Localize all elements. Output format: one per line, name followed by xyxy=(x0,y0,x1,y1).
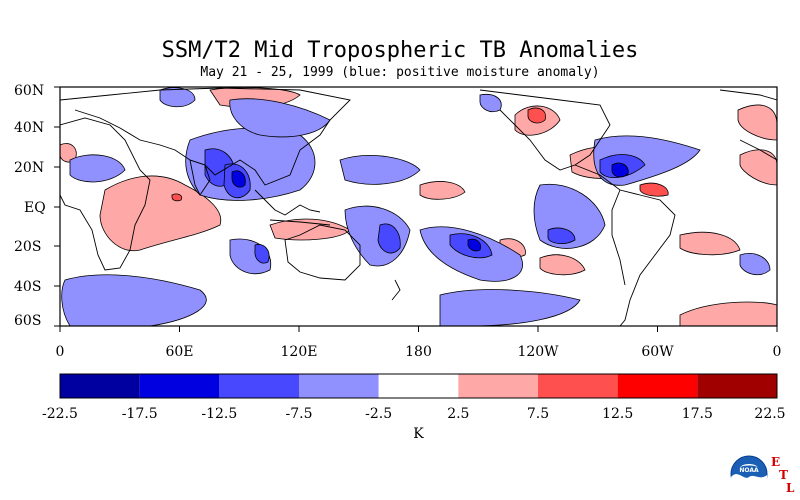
colorbar-tick-label: 2.5 xyxy=(447,406,469,422)
anomaly-field xyxy=(60,87,777,326)
colorbar-tick-label: -12.5 xyxy=(201,406,237,422)
noaa-logo-text: NOAA xyxy=(739,467,759,474)
colorbar-tick-label: 7.5 xyxy=(527,406,549,422)
lat-label-40s: 40S xyxy=(14,279,41,295)
colorbar-tick-label: -2.5 xyxy=(365,406,392,422)
colorbar-swatch xyxy=(378,374,459,398)
map-title: SSM/T2 Mid Tropospheric TB Anomalies xyxy=(161,38,639,63)
colorbar-tick-label: -7.5 xyxy=(286,406,313,422)
lon-label-0-east: 0 xyxy=(773,344,782,360)
etl-letter-e: E xyxy=(771,455,781,469)
etl-letter-t: T xyxy=(779,468,788,482)
lon-label-120e: 120E xyxy=(281,344,318,360)
colorbar-swatch xyxy=(458,374,538,398)
lon-label-180: 180 xyxy=(405,344,432,360)
colorbar-swatch xyxy=(697,374,777,398)
latitude-axis: 60N 40N 20N EQ 20S 40S 60S xyxy=(14,83,60,329)
lon-label-60w: 60W xyxy=(641,344,674,360)
colorbar-tick-label: 22.5 xyxy=(754,406,785,422)
lat-label-eq: EQ xyxy=(24,200,46,216)
lat-label-40n: 40N xyxy=(14,120,44,136)
lat-label-20s: 20S xyxy=(14,239,41,255)
colorbar-tick-label: -17.5 xyxy=(122,406,158,422)
colorbar-swatch xyxy=(139,374,220,398)
lon-label-120w: 120W xyxy=(517,344,559,360)
colorbar-swatch xyxy=(299,374,379,398)
colorbar-unit-label: K xyxy=(413,426,424,442)
lat-label-60n: 60N xyxy=(14,83,44,99)
colorbar-tick-label: -22.5 xyxy=(42,406,78,422)
lat-label-60s: 60S xyxy=(14,313,41,329)
map-subtitle: May 21 - 25, 1999 (blue: positive moistu… xyxy=(200,65,600,80)
lat-label-20n: 20N xyxy=(14,160,44,176)
colorbar-swatch xyxy=(219,374,299,398)
coastlines xyxy=(60,87,777,326)
etl-letter-l: L xyxy=(786,481,795,495)
noaa-logo-icon: NOAA xyxy=(730,455,768,493)
longitude-axis: 0 60E 120E 180 120W 60W 0 xyxy=(56,326,782,360)
lon-label-60e: 60E xyxy=(165,344,193,360)
colorbar-tick-label: 12.5 xyxy=(602,406,633,422)
colorbar-swatch xyxy=(538,374,618,398)
colorbar: -22.5 -17.5 -12.5 -7.5 -2.5 2.5 7.5 12.5… xyxy=(42,373,786,442)
colorbar-tick-label: 17.5 xyxy=(682,406,713,422)
lon-label-0: 0 xyxy=(56,344,65,360)
colorbar-swatch xyxy=(617,374,698,398)
colorbar-swatch xyxy=(60,374,140,398)
